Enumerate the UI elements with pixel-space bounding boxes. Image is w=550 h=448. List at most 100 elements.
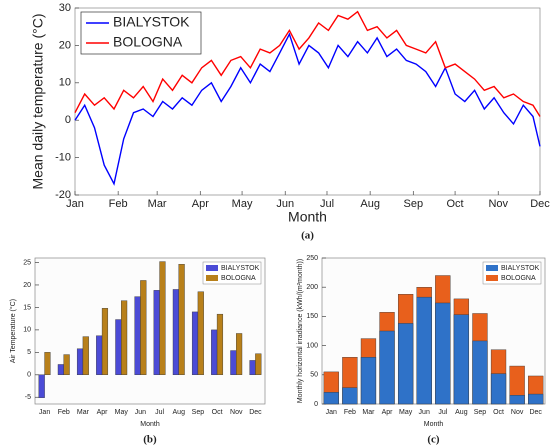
x-tick-label: Jun [276,198,294,210]
x-axis-label: Month [288,209,327,225]
bar [323,392,339,405]
x-tick-label: Jan [326,409,337,416]
y-axis-label: Air Temperature (°C) [9,299,17,363]
legend-label: BOLOGNA [113,34,183,50]
y-tick-label: 30 [59,2,71,14]
x-tick-label: Dec [530,198,550,210]
legend-label: BOLOGNA [501,275,536,282]
x-tick-label: Apr [382,409,394,416]
bar [159,261,166,375]
y-tick-label: 10 [23,327,31,334]
caption: (b) [143,434,157,446]
bar [82,336,89,376]
y-tick-label: 0 [27,372,31,379]
x-tick-label: Nov [488,198,508,210]
legend-swatch [206,265,218,271]
series-line [74,32,541,186]
y-tick-label: 150 [306,313,318,320]
caption: (a) [301,230,314,242]
x-tick-label: Feb [58,409,70,416]
bar [379,330,395,405]
x-tick-label: Dec [249,409,262,416]
x-tick-label: May [232,198,253,210]
y-tick-label: 20 [23,282,31,289]
bar [435,302,451,405]
x-tick-label: Jun [419,409,430,416]
x-tick-label: Apr [97,409,109,416]
legend-label: BOLOGNA [221,275,256,282]
legend-label: BIALYSTOK [221,265,260,272]
y-tick-label: 250 [306,255,318,262]
y-tick-label: 15 [23,304,31,311]
bar [490,373,507,405]
x-tick-label: Jun [135,409,146,416]
y-tick-label: 0 [65,114,71,126]
y-tick-label: 200 [306,284,318,291]
x-tick-label: Mar [362,409,375,416]
bar [509,395,525,405]
x-tick-label: Feb [344,409,356,416]
bar [101,308,109,375]
y-axis-label: Monthly horizontal irradiance (kWh/(m²mo… [297,259,304,403]
x-tick-label: Aug [455,409,468,416]
x-tick-label: Oct [493,409,504,416]
x-tick-label: Oct [212,409,223,416]
x-tick-label: Mar [148,198,167,210]
y-tick-label: 0 [314,401,318,408]
y-tick-label: -10 [55,152,71,164]
x-tick-label: Aug [173,409,186,416]
bar [38,374,45,398]
bar [178,264,185,376]
x-tick-label: Jan [39,409,50,416]
legend-label: BIALYSTOK [113,14,190,30]
y-tick-label: 100 [306,342,318,349]
x-tick-label: Dec [529,409,542,416]
bar [216,313,224,375]
bar [153,290,160,375]
bar [453,314,470,405]
bar [236,333,243,375]
x-tick-label: Sep [404,198,424,210]
x-tick-label: Jan [66,198,84,210]
bar [191,311,199,375]
bar [397,323,414,405]
y-tick-label: 10 [59,77,71,89]
bar [472,340,488,405]
bar [197,291,204,376]
bar [121,300,128,375]
bar [249,360,256,376]
y-tick-label: 50 [310,372,318,379]
x-tick-label: Jul [438,409,447,416]
y-tick-label: -5 [25,394,31,401]
bar [76,348,84,376]
x-tick-label: Feb [109,198,128,210]
bar [134,296,141,376]
bar [528,393,544,405]
bar [96,335,103,375]
plot-area [321,257,546,405]
bar [115,319,122,376]
x-tick-label: Sep [192,409,205,416]
legend-box [80,11,202,55]
bar [172,289,179,376]
caption: (c) [427,434,440,446]
y-axis-label: Mean daily temperature (°C) [30,14,46,190]
bar [255,353,262,376]
bar [342,387,358,405]
x-tick-label: Oct [447,198,464,210]
y-tick-label: 20 [59,39,71,51]
series-line [74,10,541,117]
bar [140,280,147,376]
x-tick-label: May [399,409,413,416]
y-tick-label: -20 [55,189,71,201]
legend-label: BIALYSTOK [501,265,540,272]
bar [63,354,70,376]
bar [57,364,64,375]
bar [416,296,432,405]
x-axis-label: Month [140,421,160,428]
bar [230,350,237,375]
x-tick-label: Jul [155,409,164,416]
y-tick-label: 5 [27,349,31,356]
legend-swatch [486,265,498,271]
